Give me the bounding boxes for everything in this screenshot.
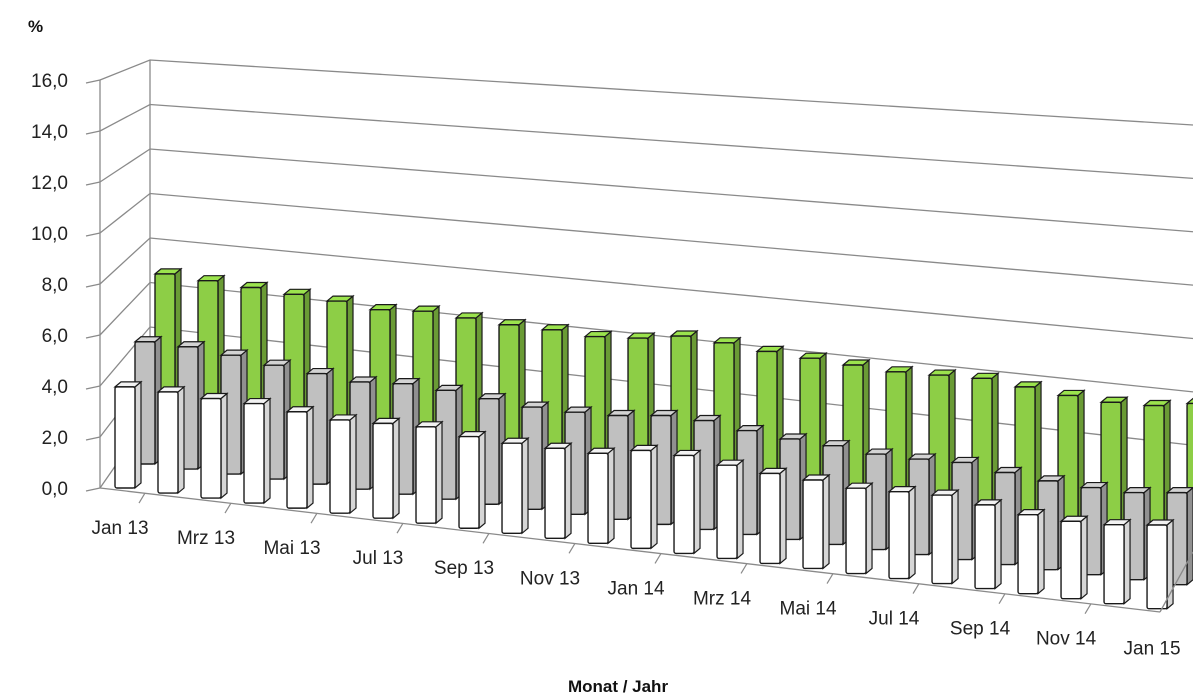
bar — [1016, 508, 1046, 595]
bar — [715, 458, 745, 560]
x-tick-mark — [482, 532, 490, 544]
y-tick-mark — [85, 79, 101, 84]
x-tick-label: Nov 14 — [1036, 629, 1097, 650]
x-tick-label: Nov 13 — [520, 568, 580, 589]
x-tick-mark — [224, 502, 232, 514]
gridline — [99, 103, 1193, 180]
x-tick-mark — [654, 553, 662, 564]
x-tick-label: Mai 13 — [263, 538, 320, 559]
x-tick-label: Sep 13 — [434, 558, 494, 579]
gridline — [99, 148, 1193, 233]
y-tick-label: 10,0 — [31, 224, 68, 245]
y-tick-label: 6,0 — [42, 326, 68, 347]
y-tick-mark — [85, 334, 101, 339]
bar — [1059, 514, 1089, 600]
x-tick-label: Mrz 14 — [693, 588, 752, 609]
y-tick-label: 16,0 — [31, 71, 68, 92]
bar — [457, 430, 487, 530]
y-axis-title: % — [28, 17, 43, 36]
y-tick-label: 4,0 — [42, 377, 68, 398]
bar — [1102, 518, 1132, 605]
bar — [930, 488, 960, 585]
y-tick-mark — [85, 487, 101, 492]
y-tick-labels: 0,0 2,0 4,0 6,0 8,0 10,0 12,0 14,0 16,0 — [31, 71, 101, 500]
x-tick-mark — [998, 593, 1006, 604]
x-tick-label: Mai 14 — [780, 598, 837, 619]
y-tick-mark — [85, 436, 101, 441]
x-tick-label: Jan 15 — [1124, 639, 1181, 660]
bar — [629, 444, 659, 550]
y-tick-mark — [85, 283, 101, 288]
bars — [113, 267, 1193, 611]
x-tick-mark — [740, 563, 748, 574]
x-tick-mark — [568, 543, 576, 554]
y-tick-mark — [85, 385, 101, 390]
floor — [99, 487, 1193, 613]
x-tick-mark — [826, 573, 834, 584]
x-tick-label: Mrz 13 — [177, 528, 235, 549]
bar — [887, 485, 917, 580]
y-tick-label: 8,0 — [42, 275, 68, 296]
bar — [500, 436, 530, 535]
bar — [1145, 518, 1175, 611]
x-tick-label: Jul 13 — [353, 548, 404, 569]
bar — [907, 452, 937, 556]
y-tick-label: 14,0 — [31, 122, 68, 143]
bar — [414, 420, 444, 525]
bar — [543, 441, 573, 540]
floor-right-edge — [1159, 551, 1193, 613]
bar — [285, 405, 315, 510]
bar — [156, 385, 186, 495]
bar — [758, 467, 788, 565]
bar — [801, 473, 831, 570]
bar — [199, 392, 229, 500]
y-tick-mark — [85, 232, 101, 237]
x-tick-mark — [912, 583, 920, 594]
y-tick-mark — [85, 130, 101, 135]
bar — [973, 498, 1003, 590]
x-tick-label: Jul 14 — [869, 609, 920, 630]
x-tick-mark — [1084, 603, 1092, 615]
gridline — [99, 192, 1193, 286]
bar — [242, 397, 272, 505]
bar — [328, 413, 358, 515]
x-tick-label: Jan 14 — [608, 578, 665, 599]
x-tick-label: Jan 13 — [91, 518, 148, 539]
x-tick-label: Sep 14 — [950, 619, 1011, 640]
x-tick-mark — [310, 512, 318, 524]
x-tick-mark — [138, 492, 146, 504]
y-tick-label: 0,0 — [42, 479, 68, 500]
bar — [672, 449, 702, 555]
bar — [586, 446, 616, 545]
series-1 — [113, 380, 1175, 611]
x-tick-mark — [396, 522, 404, 534]
x-tick-labels: Jan 13 Mrz 13 Mai 13 Jul 13 Sep 13 Nov 13 Jan … — [91, 492, 1181, 660]
y-tick-label: 12,0 — [31, 173, 68, 194]
gridline — [99, 59, 1193, 126]
y-tick-mark — [85, 181, 101, 186]
y-tick-label: 2,0 — [42, 428, 68, 449]
bar — [844, 481, 874, 575]
bar — [371, 417, 401, 520]
floor-front-edge — [99, 487, 1161, 613]
x-axis-title: Monat / Jahr — [568, 677, 669, 696]
bar — [113, 380, 143, 490]
